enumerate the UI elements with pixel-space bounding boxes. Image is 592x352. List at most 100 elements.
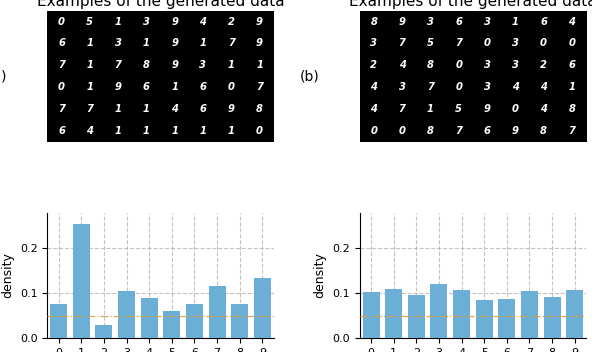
Bar — [385, 289, 402, 338]
Bar — [50, 304, 67, 338]
Text: 7: 7 — [256, 82, 263, 92]
Text: 6: 6 — [200, 82, 207, 92]
Text: 1: 1 — [115, 104, 121, 114]
Text: 9: 9 — [228, 104, 235, 114]
Text: 4: 4 — [200, 17, 207, 26]
Text: 4: 4 — [540, 104, 547, 114]
Bar — [231, 304, 248, 338]
Text: 6: 6 — [568, 60, 575, 70]
Text: 0: 0 — [398, 126, 406, 136]
Text: 8: 8 — [427, 126, 434, 136]
Bar — [95, 325, 112, 338]
Text: 4: 4 — [512, 82, 519, 92]
Bar — [73, 224, 90, 338]
Text: 7: 7 — [568, 126, 575, 136]
Text: 0: 0 — [568, 38, 575, 49]
Text: 7: 7 — [455, 38, 462, 49]
Text: (b): (b) — [300, 69, 320, 83]
Text: 1: 1 — [86, 82, 94, 92]
Bar — [163, 311, 181, 338]
Text: 4: 4 — [371, 82, 377, 92]
Text: 7: 7 — [228, 38, 235, 49]
Text: 9: 9 — [398, 17, 406, 26]
Bar — [408, 295, 425, 338]
Text: 2: 2 — [540, 60, 547, 70]
Text: 9: 9 — [484, 104, 491, 114]
Bar — [567, 290, 583, 338]
Bar — [254, 277, 271, 338]
Bar — [430, 284, 448, 338]
Bar — [141, 298, 157, 338]
Text: 0: 0 — [455, 60, 462, 70]
Text: 0: 0 — [58, 17, 65, 26]
Text: 9: 9 — [256, 17, 263, 26]
Title: Examples of the generated data: Examples of the generated data — [349, 0, 592, 10]
Text: 3: 3 — [512, 38, 519, 49]
Text: 4: 4 — [171, 104, 178, 114]
Text: 3: 3 — [143, 17, 150, 26]
Text: 1: 1 — [228, 126, 235, 136]
Bar — [453, 290, 470, 338]
Text: 5: 5 — [455, 104, 462, 114]
Text: 3: 3 — [427, 17, 434, 26]
Text: 7: 7 — [86, 104, 94, 114]
Text: (a): (a) — [0, 69, 7, 83]
Text: 7: 7 — [455, 126, 462, 136]
Text: 6: 6 — [58, 38, 65, 49]
Text: 6: 6 — [484, 126, 491, 136]
Y-axis label: density: density — [314, 252, 327, 298]
Text: 7: 7 — [398, 38, 406, 49]
Text: 4: 4 — [540, 82, 547, 92]
Text: 9: 9 — [256, 38, 263, 49]
Text: 0: 0 — [228, 82, 235, 92]
Bar — [543, 297, 561, 338]
Bar — [521, 291, 538, 338]
Text: 6: 6 — [540, 17, 547, 26]
Text: 1: 1 — [86, 60, 94, 70]
Text: 1: 1 — [512, 17, 519, 26]
Text: 2: 2 — [228, 17, 235, 26]
Text: 1: 1 — [115, 17, 121, 26]
Text: 8: 8 — [568, 104, 575, 114]
Text: 9: 9 — [171, 60, 178, 70]
Bar — [476, 300, 493, 338]
Text: 4: 4 — [568, 17, 575, 26]
Text: 6: 6 — [200, 104, 207, 114]
Text: 0: 0 — [455, 82, 462, 92]
Y-axis label: density: density — [1, 252, 14, 298]
Text: 4: 4 — [86, 126, 94, 136]
Text: 0: 0 — [512, 104, 519, 114]
Text: 3: 3 — [512, 60, 519, 70]
Text: 1: 1 — [143, 126, 150, 136]
Bar — [186, 304, 203, 338]
Text: 2: 2 — [371, 60, 377, 70]
Text: 1: 1 — [256, 60, 263, 70]
Text: 3: 3 — [484, 82, 491, 92]
Text: 1: 1 — [200, 38, 207, 49]
Text: 3: 3 — [484, 17, 491, 26]
Text: 1: 1 — [143, 38, 150, 49]
Text: 1: 1 — [427, 104, 434, 114]
Text: 5: 5 — [427, 38, 434, 49]
Text: 8: 8 — [256, 104, 263, 114]
Text: 5: 5 — [86, 17, 94, 26]
Text: 7: 7 — [58, 104, 65, 114]
Text: 1: 1 — [86, 38, 94, 49]
Text: 3: 3 — [371, 38, 377, 49]
Text: 8: 8 — [143, 60, 150, 70]
Bar — [362, 292, 379, 338]
Text: 1: 1 — [200, 126, 207, 136]
Text: 1: 1 — [143, 104, 150, 114]
Text: 6: 6 — [143, 82, 150, 92]
Text: 9: 9 — [171, 38, 178, 49]
Text: 3: 3 — [200, 60, 207, 70]
Text: 7: 7 — [115, 60, 121, 70]
Text: 6: 6 — [455, 17, 462, 26]
Text: 1: 1 — [115, 126, 121, 136]
Text: 4: 4 — [371, 104, 377, 114]
Text: 9: 9 — [171, 17, 178, 26]
Text: 7: 7 — [58, 60, 65, 70]
Text: 1: 1 — [228, 60, 235, 70]
Text: 1: 1 — [171, 126, 178, 136]
Text: 0: 0 — [58, 82, 65, 92]
